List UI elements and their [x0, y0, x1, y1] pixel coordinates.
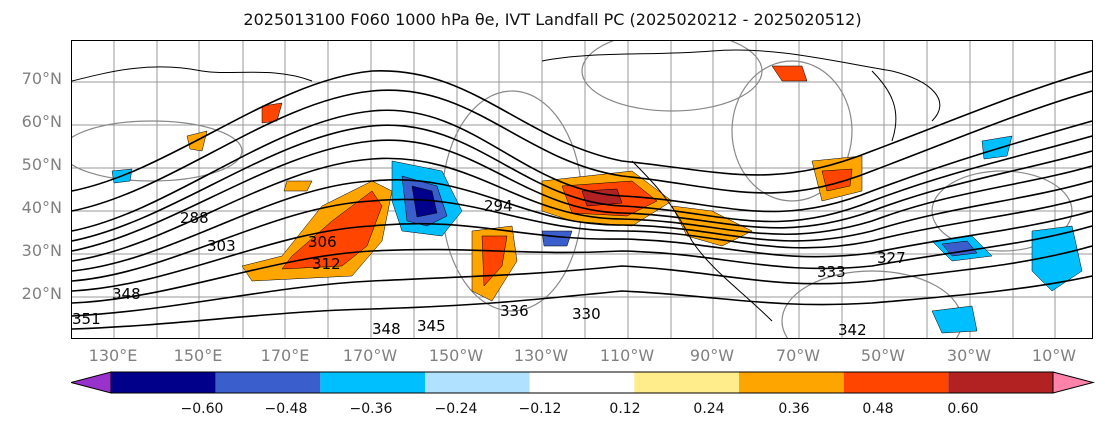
lon-label: 130°W	[513, 346, 569, 365]
colorbar-segment	[843, 372, 949, 393]
colorbar-tick-label: 0.12	[609, 401, 641, 417]
colorbar-tick-label: 0.24	[693, 401, 725, 417]
colorbar-extend-low	[69, 371, 112, 394]
contour-label: 306	[308, 233, 337, 251]
theta-e-contours	[72, 70, 1092, 330]
lon-label: 130°E	[88, 346, 138, 365]
contour-label: 288	[180, 209, 209, 227]
colorbar-frame	[110, 371, 1054, 394]
lon-label: 150°W	[428, 346, 484, 365]
contour-label: 312	[312, 255, 341, 273]
contour-label: 327	[877, 249, 906, 267]
colorbar-segment	[215, 372, 321, 393]
colorbar-canvas	[69, 371, 1095, 394]
colorbar-segment	[320, 372, 425, 393]
lat-label: 60°N	[21, 112, 62, 131]
lon-label: 70°W	[775, 346, 821, 365]
lon-label: 110°W	[599, 346, 655, 365]
colorbar-segment	[425, 372, 530, 393]
contour-label: 342	[838, 321, 867, 338]
colorbar-tick-label: −0.24	[434, 401, 478, 417]
colorbar-tick-label: −0.36	[349, 401, 393, 417]
lat-label: 70°N	[21, 69, 62, 88]
colorbar-segment	[634, 372, 739, 393]
colorbar-tick-label: 0.36	[778, 401, 810, 417]
colorbar-tick-label: −0.12	[518, 401, 562, 417]
colorbar-tick-label: 0.48	[862, 401, 894, 417]
lat-label: 30°N	[21, 241, 62, 260]
contour-label: 294	[484, 197, 513, 215]
colorbar-segment	[739, 372, 844, 393]
lon-label: 30°W	[946, 346, 992, 365]
colorbar-segment	[111, 372, 216, 393]
contour-label: 348	[112, 285, 141, 303]
colorbar-tick-label: −0.48	[264, 401, 308, 417]
colorbar-segment	[948, 372, 1053, 393]
colorbar-segment	[529, 372, 635, 393]
contour-labels: 288 303 306 294 312 348 345 336 330 333 …	[72, 197, 906, 338]
contour-label: 348	[372, 320, 401, 338]
lon-label: 170°W	[342, 346, 398, 365]
coastlines	[72, 49, 941, 322]
contour-label: 333	[817, 263, 846, 281]
contour-label: 345	[417, 317, 446, 335]
colorbar	[69, 371, 1096, 398]
lon-label: 90°W	[689, 346, 735, 365]
lat-label: 20°N	[21, 284, 62, 303]
lat-label: 50°N	[21, 155, 62, 174]
contour-label: 351	[72, 310, 101, 328]
map-canvas: 288 303 306 294 312 348 345 336 330 333 …	[72, 41, 1092, 338]
lon-label: 10°W	[1031, 346, 1077, 365]
lat-label: 40°N	[21, 198, 62, 217]
colorbar-tick-label: −0.60	[180, 401, 224, 417]
lon-label: 150°E	[173, 346, 223, 365]
contour-label: 303	[207, 237, 236, 255]
colorbar-extend-high	[1052, 371, 1095, 394]
lon-label: 170°E	[260, 346, 310, 365]
contour-label: 330	[572, 305, 601, 323]
lon-label: 50°W	[860, 346, 906, 365]
contour-label: 336	[500, 302, 529, 320]
colorbar-tick-label: 0.60	[947, 401, 979, 417]
map-title: 2025013100 F060 1000 hPa θe, IVT Landfal…	[243, 10, 862, 29]
map-panel: 288 303 306 294 312 348 345 336 330 333 …	[71, 40, 1093, 339]
